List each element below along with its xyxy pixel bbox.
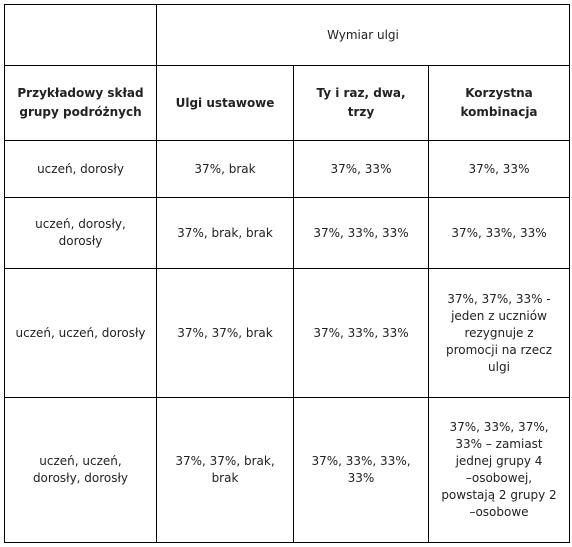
statutory-cell: 37%, brak, brak [156,197,294,269]
cell-line: brak [211,471,239,485]
header-promo: Ty i raz, dwa, trzy [293,65,429,141]
promo-cell: 37%, 33%, 33% [293,197,429,269]
cell-line: powstają 2 grupy 2 [441,488,557,502]
header-best-line: Korzystna [465,86,533,100]
header-promo-line: Ty i raz, dwa, trzy [316,86,406,119]
promo-cell: 37%, 33%, 33%, 33% [293,397,429,543]
composition-cell: uczeń, uczeń, dorosły [4,268,157,398]
cell-line: 37%, 37%, 33% - [447,291,551,306]
cell-line: rezygnuje z [464,325,534,340]
composition-cell: uczeń, dorosły [4,140,157,198]
composition-cell: uczeń, dorosły, dorosły [4,197,157,269]
discount-comparison-table: Wymiar ulgi Przykładowy skład grupy podr… [4,4,570,543]
header-composition-line: grupy podróżnych [19,105,142,119]
table-row: uczeń, dorosły, dorosły 37%, brak, brak … [4,197,570,269]
header-group-row: Wymiar ulgi [4,4,570,66]
cell-line: 37%, 37%, brak [177,325,273,340]
header-composition-line: Przykładowy skład [17,86,144,100]
statutory-cell: 37%, brak [156,140,294,198]
cell-line: uczeń, uczeń, dorosły [15,325,146,340]
cell-line: –osobowe [469,505,529,519]
cell-line: jednej grupy 4 [455,454,543,468]
statutory-cell: 37%, 37%, brak [156,268,294,398]
promo-cell: 37%, 33% [293,140,429,198]
cell-line: 33% – zamiast [455,437,543,451]
table-row: uczeń, uczeń, dorosły, dorosły 37%, 37%,… [4,397,570,543]
best-cell: 37%, 33%, 33% [428,197,570,269]
cell-line: promocji na rzecz [445,342,553,357]
cell-line: dorosły, dorosły [32,471,129,485]
column-header-row: Przykładowy skład grupy podróżnych Ulgi … [4,65,570,141]
cell-line: 37%, 33%, 33%, [311,454,411,468]
cell-line: uczeń, dorosły, [35,217,126,231]
header-statutory-line: Ulgi ustawowe [175,95,275,110]
header-best: Korzystna kombinacja [428,65,570,141]
cell-line: uczeń, uczeń, [39,454,122,468]
cell-line: 37%, brak, brak [177,225,273,240]
cell-line: 37%, 33% [330,161,392,176]
cell-line: jeden z uczniów [451,308,547,323]
cell-line: uczeń, dorosły [37,161,124,176]
cell-line: dorosły [58,234,103,248]
header-composition: Przykładowy skład grupy podróżnych [4,65,157,141]
cell-line: 37%, 33%, 33% [313,225,409,240]
cell-line: –osobowej, [465,471,533,485]
table-row: uczeń, uczeń, dorosły 37%, 37%, brak 37%… [4,268,570,398]
cell-line: 37%, 33% [468,161,530,176]
header-statutory: Ulgi ustawowe [156,65,294,141]
cell-line: 37%, brak [194,161,256,176]
best-cell: 37%, 33%, 37%, 33% – zamiast jednej grup… [428,397,570,543]
statutory-cell: 37%, 37%, brak, brak [156,397,294,543]
empty-corner-cell [4,4,157,66]
best-cell: 37%, 37%, 33% - jeden z uczniów rezygnuj… [428,268,570,398]
best-cell: 37%, 33% [428,140,570,198]
composition-cell: uczeń, uczeń, dorosły, dorosły [4,397,157,543]
header-best-line: kombinacja [460,105,538,119]
promo-cell: 37%, 33%, 33% [293,268,429,398]
cell-line: 37%, 33%, 37%, [449,420,549,434]
table-row: uczeń, dorosły 37%, brak 37%, 33% 37%, 3… [4,140,570,198]
cell-line: 33% [347,471,375,485]
discount-size-caption: Wymiar ulgi [156,4,570,66]
cell-line: 37%, 33%, 33% [313,325,409,340]
cell-line: 37%, 37%, brak, [175,454,275,468]
discount-size-caption-text: Wymiar ulgi [327,27,399,42]
cell-line: 37%, 33%, 33% [451,225,547,240]
cell-line: ulgi [488,359,510,374]
